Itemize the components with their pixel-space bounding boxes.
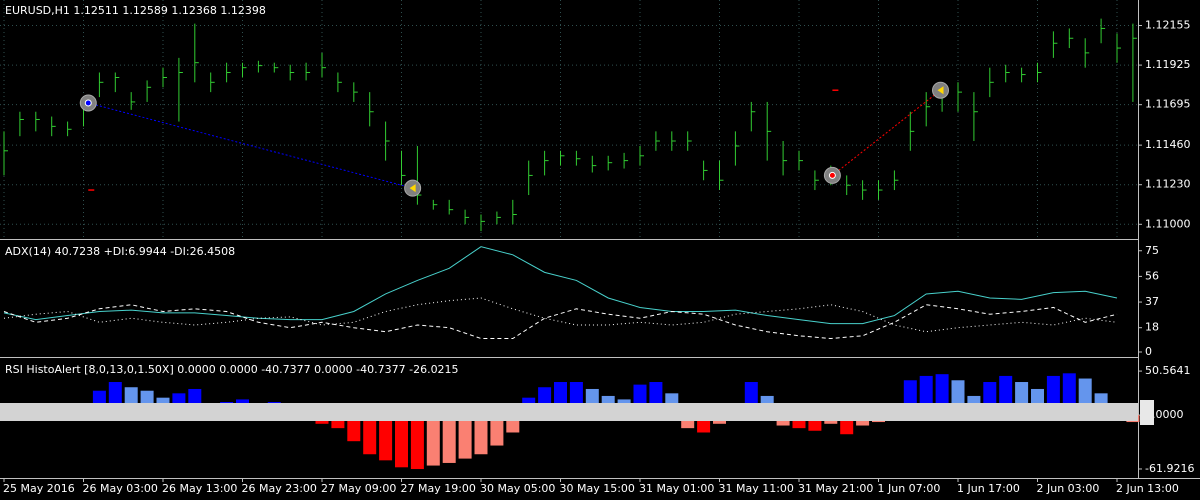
indicator-line [3, 297, 1118, 333]
trade-line [832, 89, 941, 176]
overlay-band [0, 403, 1138, 421]
y-tick-label: -61.9216 [1145, 462, 1194, 475]
chart-title: EURUSD,H1 1.12511 1.12589 1.12368 1.1239… [5, 4, 266, 17]
histogram-bar [395, 415, 408, 468]
y-tick-label: 0 [1145, 345, 1152, 358]
histogram-bar [474, 415, 488, 455]
trade-open-dot [828, 171, 836, 179]
x-tick-label: 30 May 15:00 [560, 482, 635, 495]
y-tick-label: 1.11000 [1145, 217, 1191, 230]
trade-close-arrow [937, 86, 944, 95]
histogram-bar [379, 415, 393, 461]
x-tick-label: 30 May 05:00 [480, 482, 555, 495]
x-tick-label: 1 Jun 17:00 [957, 482, 1020, 495]
indicator-line [3, 304, 1118, 340]
x-tick-label: 31 May 21:00 [798, 482, 873, 495]
histogram-bar [410, 415, 424, 470]
indicator-title: RSI HistoAlert [8,0,13,0,1.50X] 0.0000 0… [5, 363, 459, 376]
x-tick-label: 27 May 09:00 [321, 482, 396, 495]
x-tick-label: 1 Jun 07:00 [878, 482, 941, 495]
y-tick-label: 75 [1145, 244, 1159, 257]
histogram-bar [490, 415, 504, 446]
histogram-bar [442, 415, 456, 463]
trade-open-dot [84, 99, 92, 107]
x-tick-label: 31 May 11:00 [719, 482, 794, 495]
x-tick-label: 25 May 2016 [3, 482, 75, 495]
y-tick-label: 1.12155 [1145, 19, 1191, 32]
y-tick-label: 37 [1145, 295, 1159, 308]
overlay-box [1140, 400, 1154, 425]
y-tick-label: 1.11925 [1145, 58, 1191, 71]
histogram-bar [363, 415, 377, 455]
x-tick-label: 31 May 01:00 [639, 482, 714, 495]
y-tick-label: 1.11695 [1145, 98, 1191, 111]
y-tick-label: 18 [1145, 321, 1159, 334]
y-tick-label: 56 [1145, 269, 1159, 282]
indicator-line [3, 246, 1118, 325]
x-tick-label: 2 Jun 03:00 [1037, 482, 1100, 495]
y-tick-label: 1.11460 [1145, 138, 1191, 151]
histogram-bar [458, 415, 472, 459]
trade-close-arrow [409, 184, 416, 193]
y-tick-label: 50.5641 [1145, 364, 1191, 377]
y-tick-label: 1.11230 [1145, 178, 1191, 191]
x-tick-label: 2 Jun 13:00 [1116, 482, 1179, 495]
y-tick-label: 0.0000 [1145, 408, 1184, 421]
histogram-bar [347, 415, 361, 442]
histogram-bar [426, 415, 440, 466]
x-tick-label: 26 May 13:00 [162, 482, 237, 495]
indicator-title: ADX(14) 40.7238 +DI:6.9944 -DI:26.4508 [5, 245, 235, 258]
x-tick-label: 26 May 03:00 [83, 482, 158, 495]
x-tick-label: 27 May 19:00 [401, 482, 476, 495]
x-tick-label: 26 May 23:00 [242, 482, 317, 495]
